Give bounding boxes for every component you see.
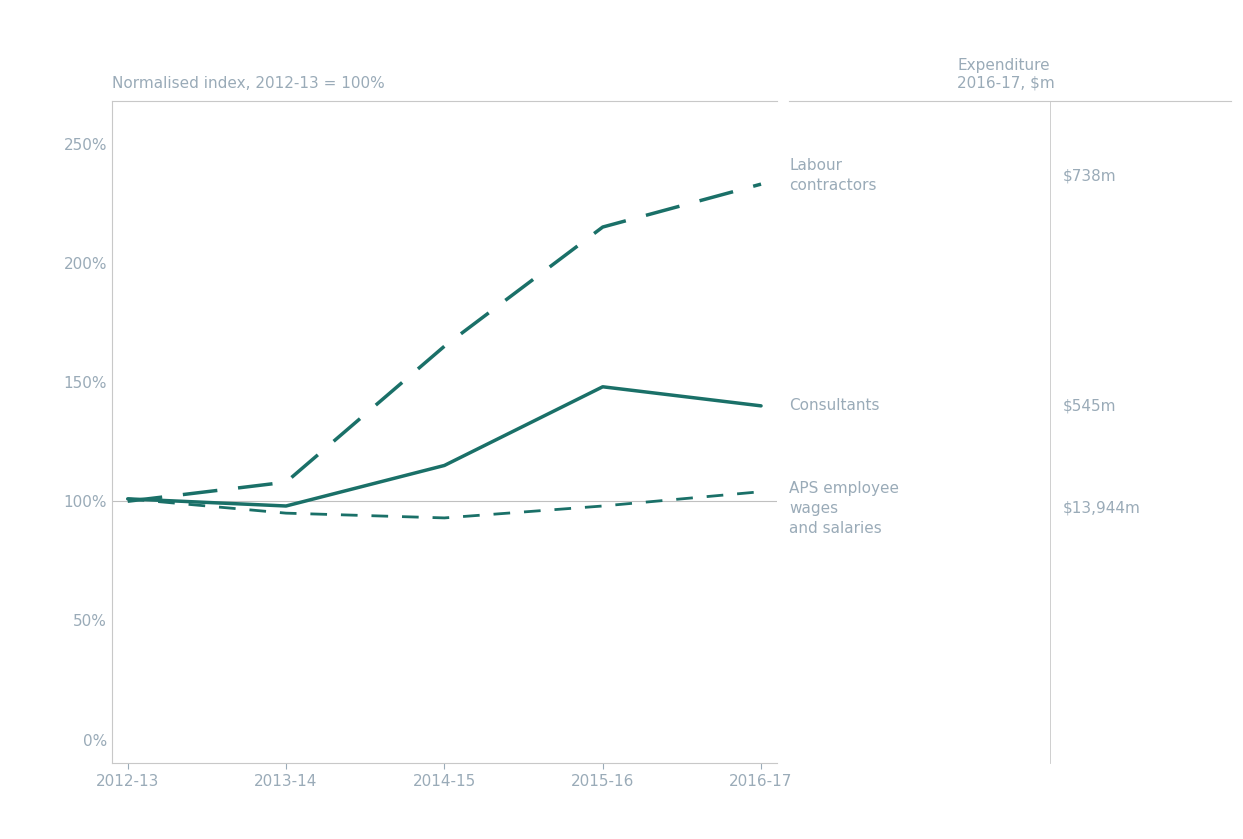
Text: Consultants: Consultants (789, 399, 880, 414)
Text: $738m: $738m (1063, 169, 1116, 183)
Text: Labour
contractors: Labour contractors (789, 159, 876, 193)
Text: Expenditure
2016-17, $m: Expenditure 2016-17, $m (957, 58, 1055, 91)
Text: APS employee
wages
and salaries: APS employee wages and salaries (789, 482, 899, 536)
Text: $13,944m: $13,944m (1063, 501, 1141, 516)
Text: Normalised index, 2012-13 = 100%: Normalised index, 2012-13 = 100% (112, 76, 384, 91)
Text: $545m: $545m (1063, 399, 1116, 414)
